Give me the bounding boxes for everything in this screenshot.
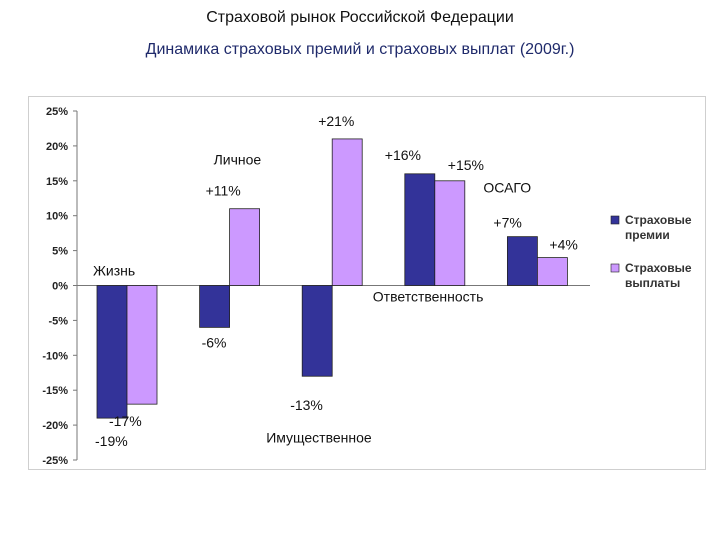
data-label: +16% xyxy=(385,147,421,163)
data-label: +11% xyxy=(206,183,241,199)
category-label: Личное xyxy=(214,152,262,168)
y-tick-label: 0% xyxy=(52,281,68,293)
category-label: Жизнь xyxy=(93,263,135,279)
category-label: Имущественное xyxy=(266,430,372,446)
data-label: -13% xyxy=(290,397,323,413)
data-label: +4% xyxy=(549,237,577,253)
bar-payouts xyxy=(331,138,363,286)
data-label: -6% xyxy=(202,334,227,350)
legend-swatch xyxy=(610,215,620,225)
y-tick-label: -15% xyxy=(42,385,68,397)
legend-label-line: премии xyxy=(625,228,670,242)
chart-title: Страховой рынок Российской Федерации xyxy=(206,9,514,26)
bar-payouts xyxy=(126,285,158,405)
bar-payouts xyxy=(537,257,568,286)
legend-label-line: Страховые xyxy=(625,261,692,275)
legend-swatch xyxy=(610,263,620,273)
bar-premiums xyxy=(96,285,128,419)
data-label: -17% xyxy=(109,413,142,429)
data-label: +21% xyxy=(318,113,354,129)
legend-label-line: выплаты xyxy=(625,276,680,290)
y-tick-label: 20% xyxy=(46,141,68,153)
category-label: Ответственность xyxy=(373,289,484,305)
bar-premiums xyxy=(199,285,231,328)
data-label: -19% xyxy=(95,433,128,449)
y-tick-label: -10% xyxy=(42,350,68,362)
bar-premiums xyxy=(301,285,333,377)
chart-frame xyxy=(28,96,706,470)
category-label: ОСАГО xyxy=(483,180,531,196)
y-tick-label: 15% xyxy=(46,176,68,188)
data-label: +7% xyxy=(493,215,521,231)
y-tick-label: -20% xyxy=(42,420,68,432)
chart-subtitle: Динамика страховых премий и страховых вы… xyxy=(145,41,575,58)
bar-premiums xyxy=(404,173,436,286)
y-tick-label: 10% xyxy=(46,211,68,223)
bar-premiums xyxy=(506,236,538,286)
bar-payouts xyxy=(434,180,466,286)
legend-label-line: Страховые xyxy=(625,213,692,227)
data-label: +15% xyxy=(448,157,484,173)
bar-payouts xyxy=(229,208,261,286)
y-tick-label: 5% xyxy=(52,246,68,258)
y-tick-label: -25% xyxy=(42,455,68,467)
y-tick-label: -5% xyxy=(48,315,68,327)
y-tick-label: 25% xyxy=(46,106,68,118)
